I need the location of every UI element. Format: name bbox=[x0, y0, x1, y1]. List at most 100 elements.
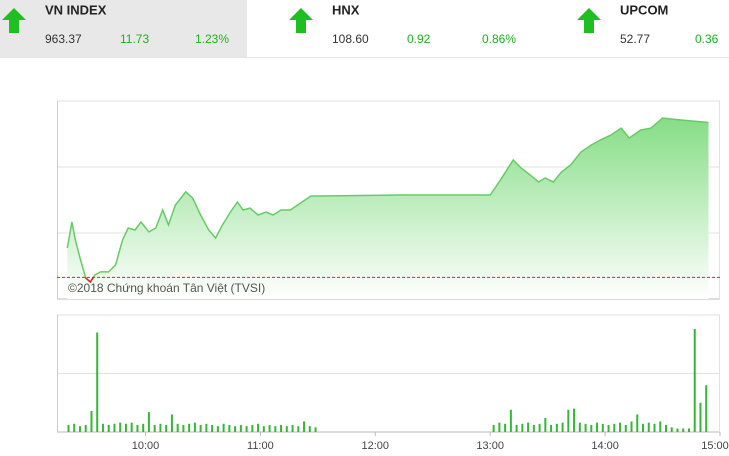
volume-bar bbox=[153, 424, 156, 432]
volume-bar bbox=[578, 422, 581, 432]
volume-bar bbox=[699, 402, 702, 432]
volume-bar bbox=[234, 426, 237, 432]
volume-bar bbox=[285, 426, 288, 432]
ticker-change: 11.73 bbox=[120, 32, 149, 46]
volume-bar bbox=[188, 423, 191, 432]
volume-bar bbox=[555, 423, 558, 432]
volume-bar bbox=[274, 426, 277, 432]
volume-bar bbox=[584, 423, 587, 432]
ticker-percent: 0.86% bbox=[482, 32, 516, 46]
up-arrow bbox=[289, 8, 313, 33]
x-tick-label: 12:00 bbox=[362, 440, 390, 452]
volume-bar bbox=[199, 424, 202, 432]
volume-bar bbox=[73, 423, 76, 432]
ticker-percent: 1.23% bbox=[195, 32, 229, 46]
volume-bar bbox=[280, 424, 283, 432]
up-arrow bbox=[2, 8, 26, 33]
volume-bar bbox=[205, 423, 208, 432]
volume-bar bbox=[308, 426, 311, 432]
selected-ticker-bg bbox=[0, 0, 247, 57]
ticker-change: 0.92 bbox=[407, 32, 431, 46]
ticker-name: HNX bbox=[332, 2, 360, 17]
volume-bar bbox=[193, 422, 196, 432]
ticker-price: 108.60 bbox=[332, 32, 369, 46]
volume-bar bbox=[211, 424, 214, 432]
ticker-price: 963.37 bbox=[45, 32, 82, 46]
volume-bar bbox=[216, 426, 219, 432]
volume-bar bbox=[262, 426, 265, 432]
volume-bar bbox=[67, 424, 70, 432]
volume-bar bbox=[314, 427, 317, 432]
volume-bar bbox=[498, 422, 501, 432]
ticker-name: VN INDEX bbox=[45, 2, 107, 17]
volume-bar bbox=[676, 428, 679, 432]
volume-bar bbox=[78, 426, 81, 432]
volume-bar bbox=[670, 427, 673, 432]
volume-bar bbox=[101, 423, 104, 432]
volume-bar bbox=[130, 422, 133, 432]
volume-bar bbox=[659, 421, 662, 432]
price-line bbox=[66, 117, 709, 284]
volume-bar bbox=[96, 332, 99, 432]
ticker-price: 52.77 bbox=[620, 32, 650, 46]
x-tick-label: 14:00 bbox=[591, 440, 619, 452]
ticker-name: UPCOM bbox=[620, 2, 668, 17]
volume-bar bbox=[257, 423, 260, 432]
volume-bar bbox=[504, 423, 507, 432]
volume-bar bbox=[561, 422, 564, 432]
volume-bar bbox=[239, 424, 242, 432]
up-arrow bbox=[577, 8, 601, 33]
volume-bar bbox=[515, 424, 518, 432]
volume-bar bbox=[601, 423, 604, 432]
volume-bar bbox=[176, 423, 179, 432]
watermark: ©2018 Chứng khoán Tân Việt (TVSI) bbox=[68, 281, 265, 295]
volume-bar bbox=[268, 424, 271, 432]
volume-bar bbox=[297, 426, 300, 432]
volume-bar bbox=[84, 424, 87, 432]
x-tick-label: 10:00 bbox=[132, 440, 160, 452]
volume-bar bbox=[653, 423, 656, 432]
volume-bar bbox=[222, 423, 225, 432]
volume-bar bbox=[182, 424, 185, 432]
volume-bar bbox=[107, 424, 110, 432]
volume-bar bbox=[624, 424, 627, 432]
volume-bar bbox=[291, 424, 294, 432]
x-tick-label: 13:00 bbox=[476, 440, 504, 452]
volume-bar bbox=[165, 424, 168, 432]
volume-bar bbox=[567, 409, 570, 432]
volume-bar bbox=[521, 423, 524, 432]
volume-bar bbox=[159, 423, 162, 432]
volume-bar bbox=[113, 423, 116, 432]
volume-bar bbox=[664, 424, 667, 432]
volume-bar bbox=[550, 424, 553, 432]
volume-bar bbox=[682, 428, 685, 432]
volume-bar bbox=[228, 424, 231, 432]
ticker-change: 0.36 bbox=[695, 32, 719, 46]
x-tick-label: 11:00 bbox=[247, 440, 274, 452]
volume-bar bbox=[509, 409, 512, 432]
volume-bar bbox=[538, 423, 541, 432]
volume-bar bbox=[642, 423, 645, 432]
volume-bar bbox=[527, 422, 530, 432]
volume-bar bbox=[705, 385, 708, 432]
area-fill bbox=[67, 118, 709, 299]
volume-bar bbox=[170, 414, 173, 432]
volume-bar bbox=[693, 329, 696, 432]
volume-bar bbox=[142, 423, 145, 432]
volume-bar bbox=[245, 426, 248, 432]
volume-bar bbox=[544, 417, 547, 432]
volume-bar bbox=[90, 410, 93, 432]
volume-bar bbox=[630, 421, 633, 432]
volume-bar bbox=[124, 423, 127, 432]
volume-bar bbox=[492, 424, 495, 432]
volume-bar bbox=[303, 421, 306, 432]
volume-bar bbox=[251, 424, 254, 432]
volume-bar bbox=[636, 414, 639, 432]
volume-bar bbox=[647, 422, 650, 432]
volume-bar bbox=[532, 424, 535, 432]
volume-bar bbox=[596, 422, 599, 432]
volume-bar bbox=[607, 424, 610, 432]
volume-bar bbox=[619, 422, 622, 432]
